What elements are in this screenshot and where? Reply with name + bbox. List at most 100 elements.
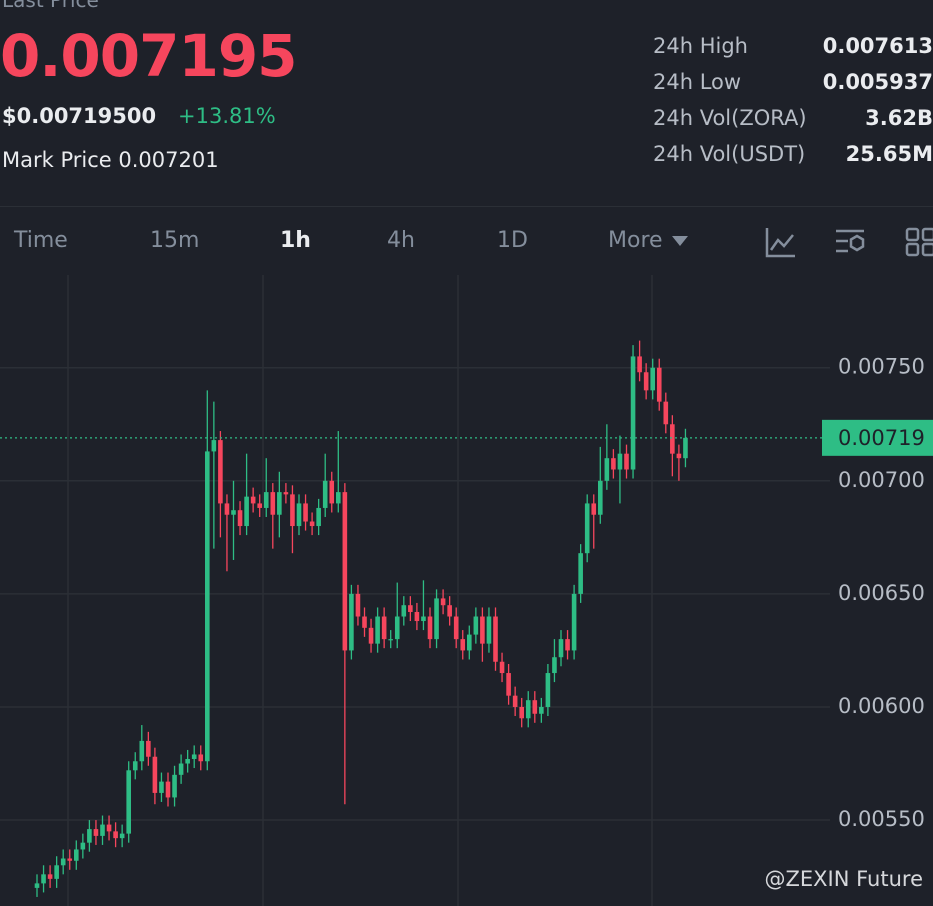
candle-body bbox=[630, 356, 636, 470]
candle-body bbox=[132, 761, 138, 771]
candle-body bbox=[119, 833, 125, 839]
candle-body bbox=[512, 695, 518, 707]
stat-value: 25.65M bbox=[845, 142, 933, 166]
candle-body bbox=[296, 503, 302, 527]
y-tick-label: 0.00600 bbox=[838, 694, 925, 718]
candle-body bbox=[231, 510, 236, 515]
candle-body bbox=[191, 754, 197, 759]
candle-body bbox=[565, 639, 570, 651]
candle-body bbox=[74, 849, 79, 861]
dropdown-arrow bbox=[671, 236, 688, 246]
candle-body bbox=[93, 829, 99, 836]
candle-body bbox=[152, 756, 158, 793]
candle-body bbox=[414, 611, 420, 622]
mark-price: Mark Price 0.007201 bbox=[2, 148, 219, 172]
candle-body bbox=[362, 616, 367, 628]
interval-tab[interactable]: 1D bbox=[497, 228, 528, 253]
stat-value: 3.62B bbox=[865, 106, 933, 130]
candle-body bbox=[427, 616, 433, 640]
interval-tab[interactable]: Time bbox=[14, 228, 68, 253]
candle-body bbox=[178, 763, 184, 775]
stat-label: 24h Low bbox=[653, 70, 742, 94]
candle-body bbox=[584, 503, 590, 554]
candle-body bbox=[329, 480, 335, 504]
layout-icon[interactable] bbox=[905, 226, 933, 258]
candle-body bbox=[237, 510, 243, 527]
stat-label: 24h High bbox=[653, 34, 748, 58]
candle-body bbox=[60, 858, 66, 866]
candle-body bbox=[676, 453, 682, 459]
y-tick-label: 0.00700 bbox=[838, 468, 925, 492]
mark-price-label: Mark Price bbox=[2, 148, 112, 172]
watermark: @ZEXIN Future bbox=[764, 867, 924, 891]
candle-body bbox=[139, 740, 145, 762]
candle-body bbox=[349, 593, 354, 651]
candle-body bbox=[480, 616, 485, 644]
candle-body bbox=[434, 598, 439, 640]
candle-body bbox=[159, 781, 164, 793]
indicator-icon[interactable] bbox=[765, 226, 797, 258]
candle-body bbox=[388, 639, 393, 641]
candle-body bbox=[401, 605, 407, 617]
last-price-label[interactable]: Last Price bbox=[2, 0, 99, 12]
current-price-tag bbox=[822, 419, 933, 456]
candle-body bbox=[486, 616, 492, 644]
candle-body bbox=[467, 634, 472, 651]
candle-body bbox=[342, 492, 348, 651]
candle-body bbox=[244, 496, 249, 527]
candle-body bbox=[598, 480, 603, 515]
candle-body bbox=[624, 453, 629, 470]
candle-body bbox=[683, 437, 688, 459]
candle-body bbox=[611, 458, 616, 470]
candle-body bbox=[447, 605, 452, 617]
candle-body bbox=[47, 874, 53, 879]
candle-body bbox=[656, 367, 662, 402]
interval-tab[interactable]: 15m bbox=[150, 228, 200, 253]
candle-body bbox=[224, 503, 230, 515]
candle-body bbox=[440, 598, 446, 606]
candle-body bbox=[643, 372, 649, 391]
candle-body bbox=[263, 492, 269, 508]
interval-tab[interactable]: 4h bbox=[387, 228, 415, 253]
stat-label: 24h Vol(ZORA) bbox=[653, 106, 807, 130]
interval-tab[interactable]: More bbox=[608, 228, 689, 253]
candle-body bbox=[493, 616, 498, 662]
candle-body bbox=[499, 661, 505, 674]
current-price-label: 0.00719 bbox=[838, 426, 925, 450]
settings-icon[interactable] bbox=[834, 226, 868, 258]
candle-body bbox=[670, 424, 675, 454]
usd-price: $0.00719500 bbox=[2, 104, 157, 128]
candle-body bbox=[591, 503, 597, 515]
candle-body bbox=[257, 503, 262, 508]
candle-body bbox=[421, 616, 426, 622]
candle-body bbox=[506, 673, 511, 696]
candle-body bbox=[146, 740, 151, 757]
candle-body bbox=[545, 673, 551, 707]
candle-body bbox=[126, 770, 131, 834]
candle-body bbox=[250, 496, 256, 504]
candle-body bbox=[106, 824, 112, 832]
candle-body bbox=[198, 754, 204, 762]
interval-tab[interactable]: 1h bbox=[280, 228, 311, 253]
candle-body bbox=[578, 553, 583, 594]
candle-body bbox=[100, 824, 105, 836]
candle-body bbox=[408, 605, 413, 612]
candle-body bbox=[67, 858, 73, 861]
candle-body bbox=[54, 865, 59, 879]
candle-body bbox=[571, 593, 577, 651]
last-price: 0.007195 bbox=[0, 22, 298, 90]
stat-label: 24h Vol(USDT) bbox=[653, 142, 806, 166]
candle-body bbox=[113, 831, 118, 839]
y-tick-label: 0.00750 bbox=[838, 355, 925, 379]
candle-body bbox=[211, 440, 217, 452]
candle-body bbox=[368, 627, 374, 644]
candle-body bbox=[185, 758, 190, 764]
candle-body bbox=[41, 874, 46, 884]
candle-body bbox=[277, 492, 282, 515]
candle-body bbox=[460, 639, 466, 651]
candlestick-chart: 0.00550 0.00600 0.00650 0.00700 0.00750 0.007… bbox=[0, 275, 933, 906]
candle-body bbox=[473, 616, 479, 635]
vertical-grid bbox=[67, 275, 653, 906]
divider bbox=[0, 206, 933, 207]
